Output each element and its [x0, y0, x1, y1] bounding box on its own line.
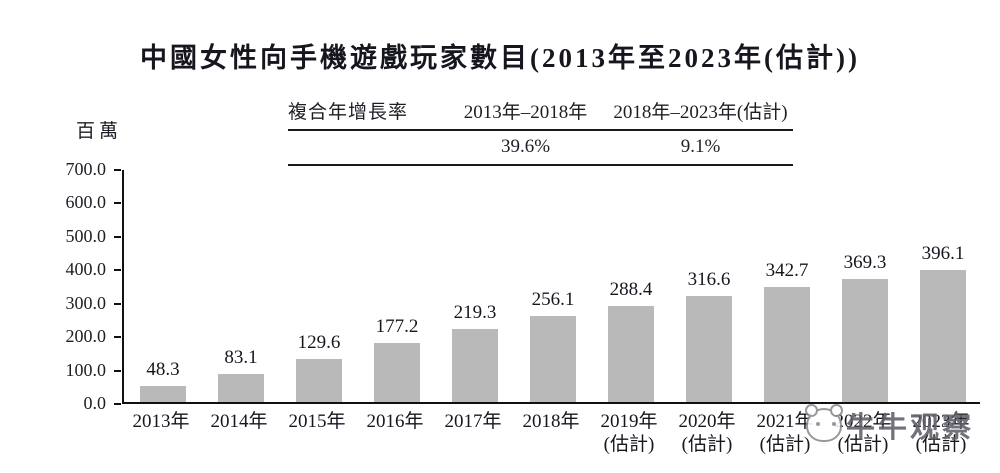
y-tick-label: 400.0: [65, 259, 107, 280]
x-tick-year: 2013年: [132, 411, 190, 432]
plot-area: 48.3 83.1 129.6 177.2 219.3 256.1 288.4 316.6 34…: [122, 170, 980, 404]
cagr-values-row: 39.6% 9.1%: [288, 131, 793, 166]
x-tick-year: 2018年: [522, 411, 580, 432]
bar-value-label: 83.1: [224, 347, 258, 368]
y-tick-mark: [114, 235, 121, 238]
cow-eyes-icon: [816, 422, 836, 426]
bar-2015年: [296, 359, 342, 402]
bar-value-label: 256.1: [531, 289, 575, 310]
bar-2017年: [452, 329, 498, 402]
watermark: 牛牛观察: [806, 404, 974, 446]
y-tick-label: 100.0: [65, 359, 107, 380]
bar-2019年: [608, 306, 654, 402]
bar-slot: 288.4: [592, 170, 670, 402]
y-tick-mark: [114, 169, 121, 171]
y-tick-label: 700.0: [65, 159, 107, 179]
y-tick-label: 500.0: [65, 225, 107, 246]
bar-slot: 48.3: [124, 170, 202, 402]
x-tick-label: 2015年: [278, 410, 356, 433]
y-tick-mark: [114, 403, 121, 405]
y-tick-label: 300.0: [65, 292, 107, 313]
x-tick-label: 2022年 (估計): [824, 410, 902, 456]
bar-slot: 369.3: [826, 170, 904, 402]
bar-2014年: [218, 374, 264, 402]
bar-slot: 177.2: [358, 170, 436, 402]
bar-value-label: 219.3: [453, 302, 497, 323]
bar-value-label: 316.6: [687, 269, 731, 290]
y-tick-label: 600.0: [65, 192, 107, 213]
bar-slot: 316.6: [670, 170, 748, 402]
x-tick-estimate: (估計): [759, 434, 811, 455]
bar-value-label: 177.2: [375, 316, 419, 337]
bar-value-label: 129.6: [297, 332, 341, 353]
x-tick-label: 2016年: [356, 410, 434, 433]
cagr-row-label: 複合年增長率: [288, 102, 409, 123]
x-tick-year: 2022年: [834, 411, 892, 432]
cagr-period-2-label: 2018年–2023年(估計): [613, 102, 788, 123]
x-tick-year: 2016年: [366, 411, 424, 432]
bar-2020年: [686, 296, 732, 402]
cagr-table: 複合年增長率 2013年–2018年 2018年–2023年(估計) 39.6%…: [288, 97, 793, 166]
bar-slot: 256.1: [514, 170, 592, 402]
bar-slot: 342.7: [748, 170, 826, 402]
x-tick-label: 2019年 (估計): [590, 410, 668, 456]
bar-value-label: 342.7: [765, 260, 809, 281]
x-tick-year: 2020年: [678, 411, 736, 432]
cagr-period-2-value: 9.1%: [680, 136, 721, 157]
bar-2013年: [140, 386, 186, 402]
chart-title: 中國女性向手機遊戲玩家數目(2013年至2023年(估計)): [140, 43, 860, 73]
bar-value-label: 288.4: [609, 279, 653, 300]
x-tick-label: 2021年 (估計): [746, 410, 824, 456]
cow-face-icon: [806, 408, 842, 442]
x-tick-year: 2019年: [600, 411, 658, 432]
x-tick-estimate: (估計): [915, 434, 967, 455]
x-tick-year: 2015年: [288, 411, 346, 432]
bar-2018年: [530, 316, 576, 402]
x-tick-label: 2013年: [122, 410, 200, 433]
bar-2016年: [374, 343, 420, 402]
x-tick-label: 2018年: [512, 410, 590, 433]
x-tick-year: 2014年: [210, 411, 268, 432]
bar-2021年: [764, 287, 810, 402]
cagr-period-1-value: 39.6%: [500, 136, 551, 157]
y-tick-mark: [114, 336, 121, 339]
y-tick-label: 0.0: [83, 393, 107, 413]
x-tick-label: 2017年: [434, 410, 512, 433]
bar-slot: 83.1: [202, 170, 280, 402]
bar-slot: 129.6: [280, 170, 358, 402]
y-tick-mark: [114, 202, 121, 205]
bar-2023年: [920, 270, 966, 402]
bar-slot: 219.3: [436, 170, 514, 402]
watermark-text: 牛牛观察: [846, 412, 975, 444]
x-tick-label: 2023年 (估計): [902, 410, 980, 456]
x-tick-estimate: (估計): [603, 434, 655, 455]
cagr-header-row: 複合年增長率 2013年–2018年 2018年–2023年(估計): [288, 97, 793, 131]
x-tick-year: 2023年: [912, 411, 970, 432]
bar-value-label: 396.1: [921, 243, 965, 264]
y-tick-mark: [114, 369, 121, 372]
bar-value-label: 369.3: [843, 252, 887, 273]
y-axis-unit-label: 百萬: [76, 121, 123, 142]
x-tick-label: 2020年 (估計): [668, 410, 746, 456]
bar-2022年: [842, 279, 888, 402]
x-tick-year: 2017年: [444, 411, 502, 432]
bar-value-label: 48.3: [146, 359, 180, 380]
y-tick-mark: [114, 269, 121, 272]
cagr-period-1-label: 2013年–2018年: [463, 102, 588, 123]
y-tick-mark: [114, 302, 121, 305]
x-tick-estimate: (估計): [681, 434, 733, 455]
x-tick-year: 2021年: [756, 411, 814, 432]
x-tick-label: 2014年: [200, 410, 278, 433]
x-tick-estimate: (估計): [837, 434, 889, 455]
y-tick-label: 200.0: [65, 326, 107, 347]
bar-slot: 396.1: [904, 170, 982, 402]
